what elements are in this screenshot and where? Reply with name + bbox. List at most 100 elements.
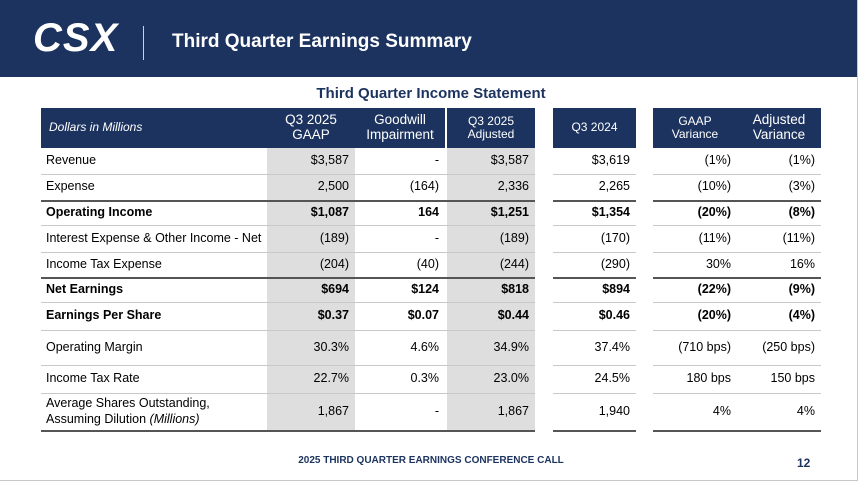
table-cell: (20%) bbox=[697, 204, 731, 219]
footer-text: 2025 THIRD QUARTER EARNINGS CONFERENCE C… bbox=[298, 455, 564, 466]
table-cell: 22.7% bbox=[313, 371, 349, 386]
table-cell: $0.44 bbox=[497, 308, 529, 323]
page-number: 12 bbox=[797, 456, 811, 470]
row-label: Expense bbox=[41, 174, 266, 200]
table-cell: (10%) bbox=[697, 179, 731, 194]
table-cell: 4% bbox=[712, 403, 731, 418]
table-cell: (20%) bbox=[697, 308, 731, 323]
row-label: Average Shares Outstanding, Assuming Dilu… bbox=[41, 393, 266, 430]
bottom-rule bbox=[553, 430, 636, 432]
table-cell: 1,867 bbox=[497, 403, 529, 418]
table-cell: $694 bbox=[321, 281, 349, 296]
separator bbox=[143, 26, 144, 60]
row-rule bbox=[553, 365, 636, 366]
table-cell: (170) bbox=[600, 230, 630, 245]
table-cell: 1,940 bbox=[598, 403, 630, 418]
header-line: Q3 2025 bbox=[467, 113, 515, 128]
table-cell: $0.37 bbox=[317, 308, 349, 323]
row-rule bbox=[653, 393, 821, 394]
row-rule bbox=[553, 225, 636, 226]
label-line: Operating Margin bbox=[46, 339, 143, 354]
table-cell: 30.3% bbox=[313, 339, 349, 354]
table-cell: 24.5% bbox=[594, 371, 630, 386]
row-label: Earnings Per Share bbox=[41, 302, 266, 330]
header-line: GAAP bbox=[678, 113, 712, 128]
row-rule bbox=[553, 277, 636, 279]
table-cell: 2,265 bbox=[598, 179, 630, 194]
header-line: Variance bbox=[671, 127, 719, 141]
row-rule bbox=[41, 252, 535, 253]
label-line: Income Tax Rate bbox=[46, 371, 140, 386]
shaded-column bbox=[267, 148, 355, 430]
row-rule bbox=[653, 365, 821, 366]
row-rule bbox=[653, 277, 821, 279]
header-line: GAAP bbox=[292, 127, 330, 142]
label-line: Income Tax Expense bbox=[46, 256, 162, 271]
label-line: Average Shares Outstanding, bbox=[46, 395, 210, 410]
label-line: Revenue bbox=[46, 153, 97, 168]
header-line: Goodwill bbox=[374, 112, 426, 128]
row-rule bbox=[41, 277, 535, 279]
table-cell: 4% bbox=[796, 403, 815, 418]
row-rule bbox=[41, 330, 535, 331]
row-rule bbox=[653, 330, 821, 331]
table-cell: $3,587 bbox=[490, 153, 529, 168]
header-line: Adjusted bbox=[752, 112, 806, 128]
table-title: Third Quarter Income Statement bbox=[316, 85, 546, 102]
label-note: (Millions) bbox=[149, 411, 200, 426]
label-line: Net Earnings bbox=[46, 281, 124, 296]
label-line: Expense bbox=[46, 179, 95, 194]
row-rule bbox=[653, 225, 821, 226]
column-header: Q3 2025 GAAP bbox=[267, 108, 355, 148]
table-cell: (189) bbox=[319, 230, 349, 245]
table-cell: (1%) bbox=[704, 153, 731, 168]
row-rule bbox=[553, 330, 636, 331]
table-cell: (290) bbox=[600, 256, 630, 271]
row-rule bbox=[41, 200, 535, 202]
table-cell: 23.0% bbox=[493, 371, 529, 386]
table-cell: 2,336 bbox=[497, 179, 529, 194]
table-cell: (11%) bbox=[698, 230, 731, 245]
table-cell: (11%) bbox=[782, 230, 815, 245]
table-cell: (1%) bbox=[788, 153, 815, 168]
header-line: Q3 2025 bbox=[285, 112, 337, 128]
table-cell: $894 bbox=[602, 281, 630, 296]
table-cell: $1,354 bbox=[591, 204, 630, 219]
row-label: Net Earnings bbox=[41, 277, 266, 302]
column-header: Q3 2024 bbox=[553, 108, 636, 148]
table-cell: (244) bbox=[499, 256, 529, 271]
row-label: Operating Margin bbox=[41, 330, 266, 365]
table-cell: $1,251 bbox=[490, 204, 529, 219]
row-rule bbox=[41, 174, 535, 175]
table-cell: $818 bbox=[501, 281, 529, 296]
row-label: Income Tax Expense bbox=[41, 252, 266, 277]
table-cell: 2,500 bbox=[317, 179, 349, 194]
header-line: Dollars in Millions bbox=[49, 120, 143, 135]
row-label: Operating Income bbox=[41, 200, 266, 225]
header-line: Adjusted bbox=[467, 127, 515, 141]
table-cell: 0.3% bbox=[410, 371, 440, 386]
table-cell: $3,619 bbox=[591, 153, 630, 168]
table-cell: 164 bbox=[418, 204, 439, 219]
table-cell: 4.6% bbox=[410, 339, 440, 354]
header-line: Q3 2024 bbox=[571, 120, 618, 135]
row-rule bbox=[553, 393, 636, 394]
row-rule bbox=[41, 365, 535, 366]
table-cell: - bbox=[434, 153, 439, 168]
row-rule bbox=[553, 200, 636, 202]
table-cell: (204) bbox=[319, 256, 349, 271]
table-cell: $3,587 bbox=[310, 153, 349, 168]
row-label: Interest Expense & Other Income - Net bbox=[41, 225, 266, 252]
table-cell: $1,087 bbox=[310, 204, 349, 219]
table-cell: 30% bbox=[705, 256, 731, 271]
table-cell: (189) bbox=[499, 230, 529, 245]
table-cell: (8%) bbox=[788, 204, 815, 219]
row-rule bbox=[653, 174, 821, 175]
table-cell: (9%) bbox=[788, 281, 815, 296]
table-cell: (250 bps) bbox=[762, 339, 815, 354]
slide-title: Third Quarter Earnings Summary bbox=[172, 31, 472, 52]
row-rule bbox=[653, 302, 821, 303]
row-rule bbox=[553, 252, 636, 253]
column-header: GAAP Variance bbox=[653, 108, 737, 148]
header-line: Variance bbox=[752, 127, 806, 142]
